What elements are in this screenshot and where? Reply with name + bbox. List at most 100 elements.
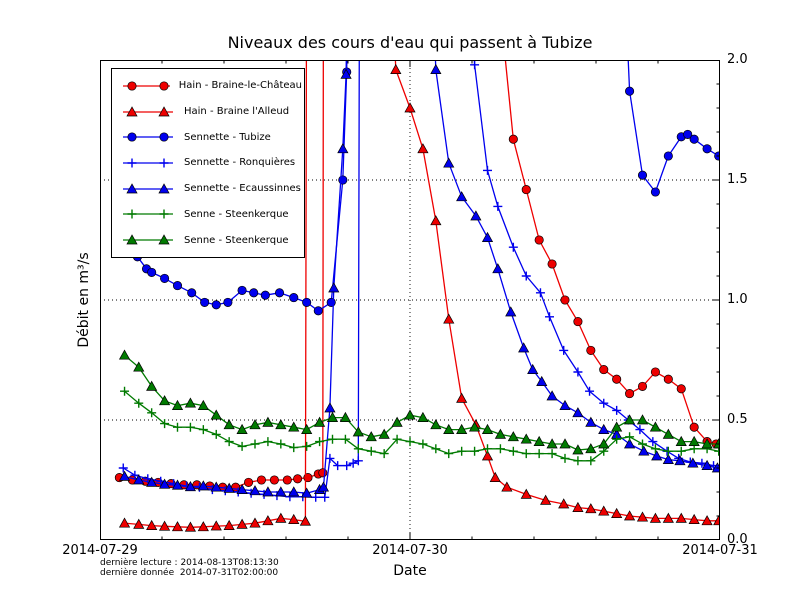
marker-triangle-4 [340,68,352,79]
marker-plus-5 [612,434,622,444]
marker-triangle-4 [236,483,248,494]
marker-triangle-4 [598,423,610,434]
marker-circle-2 [249,288,259,298]
marker-plus-3 [483,165,492,175]
marker-plus-5 [185,422,195,432]
marker-triangle-4 [456,191,468,202]
marker-circle-2 [338,175,348,185]
marker-plus-5 [676,446,686,456]
marker-triangle-6 [365,431,377,442]
marker-circle-0 [243,477,254,487]
marker-circle-0 [663,374,673,384]
y-tick-label-0.5: 0.5 [727,412,748,428]
x-tick-label-2014-07-29: 2014-07-29 [62,543,138,558]
marker-triangle-1 [623,510,636,521]
chart-title: Niveaux des cours d'eau qui passent à Tu… [227,33,593,52]
marker-triangle-4 [197,480,209,491]
marker-triangle-6 [404,409,416,420]
marker-plus-3 [320,492,330,502]
marker-plus-5 [625,432,635,442]
marker-triangle-6 [417,411,429,422]
marker-circle-2 [625,86,635,96]
marker-triangle-4 [559,399,571,410]
marker-plus-3 [333,461,343,471]
marker-triangle-6 [378,428,390,439]
legend-label-6: Senne - Steenkerque [184,234,289,246]
marker-triangle-1 [430,215,442,226]
marker-plus-5 [224,437,234,447]
marker-circle-0 [573,317,583,327]
marker-triangle-4 [585,416,597,427]
marker-plus-5 [573,456,583,466]
marker-triangle-6 [481,423,494,434]
marker-triangle-6 [675,435,687,446]
marker-triangle-1 [146,519,158,530]
marker-triangle-1 [236,518,248,529]
marker-triangle-4 [158,478,171,489]
marker-triangle-6 [546,438,558,449]
x-tick-label-2014-07-31: 2014-07-31 [682,543,758,558]
marker-triangle-1 [540,494,552,505]
marker-triangle-4 [662,453,674,464]
marker-triangle-1 [275,512,287,523]
marker-triangle-6 [262,416,274,427]
marker-triangle-6 [662,428,674,439]
marker-plus-3 [325,453,335,463]
legend-item-0: Hain - Braine-le-Château [121,79,302,93]
x-tick-label-2014-07-30: 2014-07-30 [372,543,448,558]
marker-plus-5 [379,449,389,459]
marker-circle-2 [211,300,221,310]
marker-triangle-1 [210,520,222,531]
legend: Hain - Braine-le-Château Hain - Braine l'… [111,68,305,258]
marker-triangle-1 [636,511,649,522]
marker-circle-2 [702,144,712,154]
marker-plus-3 [118,463,128,473]
marker-circle-0 [269,475,279,485]
marker-circle-0 [599,365,609,375]
plot-area [99,0,725,541]
marker-circle-0 [318,468,328,478]
marker-plus-3 [585,386,595,396]
marker-triangle-6 [701,438,713,449]
marker-circle-2 [260,290,270,300]
marker-triangle-6 [559,438,571,449]
marker-plus-5 [328,434,337,444]
marker-triangle-1 [675,512,687,523]
marker-triangle-6 [636,414,649,425]
marker-circle-2 [223,297,233,307]
legend-sample-5 [123,209,173,219]
annotation-last-data: dernière donnée 2014-07-31T02:00:00 [100,568,279,578]
y-tick-label-0.0: 0.0 [727,532,748,548]
marker-circle-0 [586,345,596,355]
marker-triangle-6 [611,421,623,432]
marker-triangle-6 [210,409,222,420]
marker-triangle-6 [288,421,300,432]
marker-triangle-1 [489,471,501,482]
marker-triangle-6 [313,416,326,427]
marker-triangle-4 [674,455,686,466]
legend-sample-2 [123,132,173,142]
marker-triangle-4 [430,63,442,74]
legend-label-0: Hain - Braine-le-Château [178,80,302,92]
marker-triangle-4 [288,486,300,497]
marker-triangle-1 [611,507,623,518]
marker-circle-2 [302,297,312,307]
marker-plus-5 [483,444,492,454]
marker-circle-0 [676,384,686,394]
marker-plus-3 [348,458,358,468]
marker-plus-5 [392,434,402,444]
legend-sample-0 [123,81,170,91]
marker-plus-5 [198,425,208,435]
marker-plus-3 [353,456,363,466]
marker-circle-2 [637,170,648,180]
marker-triangle-1 [197,521,209,532]
marker-triangle-1 [662,512,674,523]
y-tick-label-1.5: 1.5 [727,172,748,188]
marker-plus-5 [302,441,312,451]
marker-triangle-6 [223,419,235,430]
marker-triangle-6 [572,444,584,455]
legend-label-5: Senne - Steenkerque [184,208,289,220]
marker-triangle-4 [518,342,530,353]
plot-border [100,60,720,540]
